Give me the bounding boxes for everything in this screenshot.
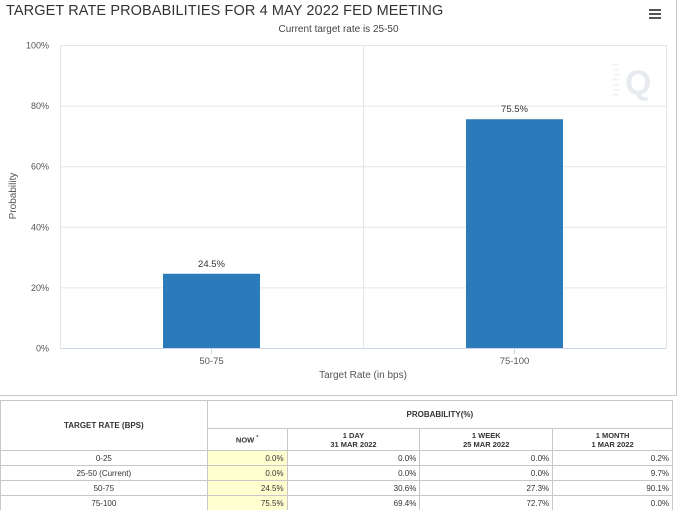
row-1month: 0.2% [552, 450, 673, 466]
row-1month: 0.0% [552, 495, 673, 510]
y-axis-title: Probability [8, 173, 19, 220]
col-1month-date: 1 MAR 2022 [591, 439, 634, 449]
col-1week-label: 1 WEEK [471, 430, 501, 440]
row-1week: 0.0% [419, 450, 554, 466]
bars [163, 119, 563, 348]
table-row: 75-100 75.5% 69.4% 72.7% 0.0% [0, 495, 673, 510]
row-rate: 75-100 [0, 495, 208, 510]
table-header-row: TARGET RATE (BPS) PROBABILITY(%) [0, 400, 674, 451]
row-1day: 0.0% [286, 465, 421, 481]
col-1week-date: 25 MAR 2022 [463, 439, 510, 449]
q-logo-icon: Q [612, 64, 651, 102]
y-tick-label: 40% [31, 222, 49, 232]
y-axis-ticks: 0% 20% 40% 60% 80% 100% [26, 41, 49, 354]
chart-title: TARGET RATE PROBABILITIES FOR 4 MAY 2022… [6, 3, 444, 19]
row-now: 75.5% [206, 495, 288, 510]
table-row: 25-50 (Current) 0.0% 0.0% 0.0% 9.7% [0, 465, 673, 481]
col-1month-label: 1 MONTH [595, 430, 630, 440]
target-rate-header: TARGET RATE (BPS) [0, 400, 208, 451]
row-now: 0.0% [206, 450, 288, 466]
row-1day: 69.4% [286, 495, 421, 510]
y-tick-label: 80% [31, 101, 49, 111]
y-tick-label: 100% [26, 41, 49, 51]
col-1month-header[interactable]: 1 MONTH 1 MAR 2022 [552, 428, 673, 451]
chart-subtitle: Current target rate is 25-50 [278, 24, 399, 35]
row-1month: 90.1% [552, 480, 673, 496]
data-label: 24.5% [198, 259, 225, 270]
row-now: 0.0% [206, 465, 288, 481]
y-tick-label: 20% [31, 283, 49, 293]
y-tick-label: 60% [31, 162, 49, 172]
row-rate: 50-75 [0, 480, 208, 496]
x-tick-label: 50-75 [199, 356, 223, 367]
row-1week: 72.7% [419, 495, 554, 510]
data-label: 75.5% [501, 104, 528, 115]
col-now-label: NOW [235, 435, 255, 445]
grid-lines [60, 45, 667, 349]
col-1week-header[interactable]: 1 WEEK 25 MAR 2022 [419, 428, 554, 451]
y-tick-label: 0% [36, 344, 49, 354]
probability-table: TARGET RATE (BPS) PROBABILITY(%) NOW * 1… [0, 400, 674, 510]
svg-text:Q: Q [625, 64, 651, 102]
chart-menu-button[interactable] [647, 8, 665, 22]
row-rate: 25-50 (Current) [0, 465, 208, 481]
row-rate: 0-25 [0, 450, 208, 466]
bar[interactable] [163, 273, 260, 348]
col-now-sup: * [256, 435, 259, 442]
bar[interactable] [466, 119, 563, 348]
col-1day-date: 31 MAR 2022 [330, 439, 377, 449]
row-now: 24.5% [206, 480, 288, 496]
bar-chart: 0% 20% 40% 60% 80% 100% 24.5% 75.5% 50-75 75-10… [8, 41, 667, 381]
row-1day: 30.6% [286, 480, 421, 496]
x-axis-title: Target Rate (in bps) [319, 370, 407, 381]
row-1week: 27.3% [419, 480, 554, 496]
x-axis-ticks: 50-75 75-100 [199, 348, 529, 367]
probability-header: PROBABILITY(%) [206, 400, 674, 429]
row-1week: 0.0% [419, 465, 554, 481]
col-1day-header[interactable]: 1 DAY 31 MAR 2022 [286, 428, 421, 451]
table-row: 50-75 24.5% 30.6% 27.3% 90.1% [0, 480, 673, 496]
col-now-header[interactable]: NOW * [206, 428, 288, 451]
x-tick-label: 75-100 [500, 356, 530, 367]
data-labels: 24.5% 75.5% [198, 104, 528, 270]
table-row: 0-25 0.0% 0.0% 0.0% 0.2% [0, 450, 673, 466]
row-1month: 9.7% [552, 465, 673, 481]
row-1day: 0.0% [286, 450, 421, 466]
col-1day-label: 1 DAY [342, 430, 365, 440]
chart-panel: TARGET RATE PROBABILITIES FOR 4 MAY 2022… [0, 0, 677, 396]
